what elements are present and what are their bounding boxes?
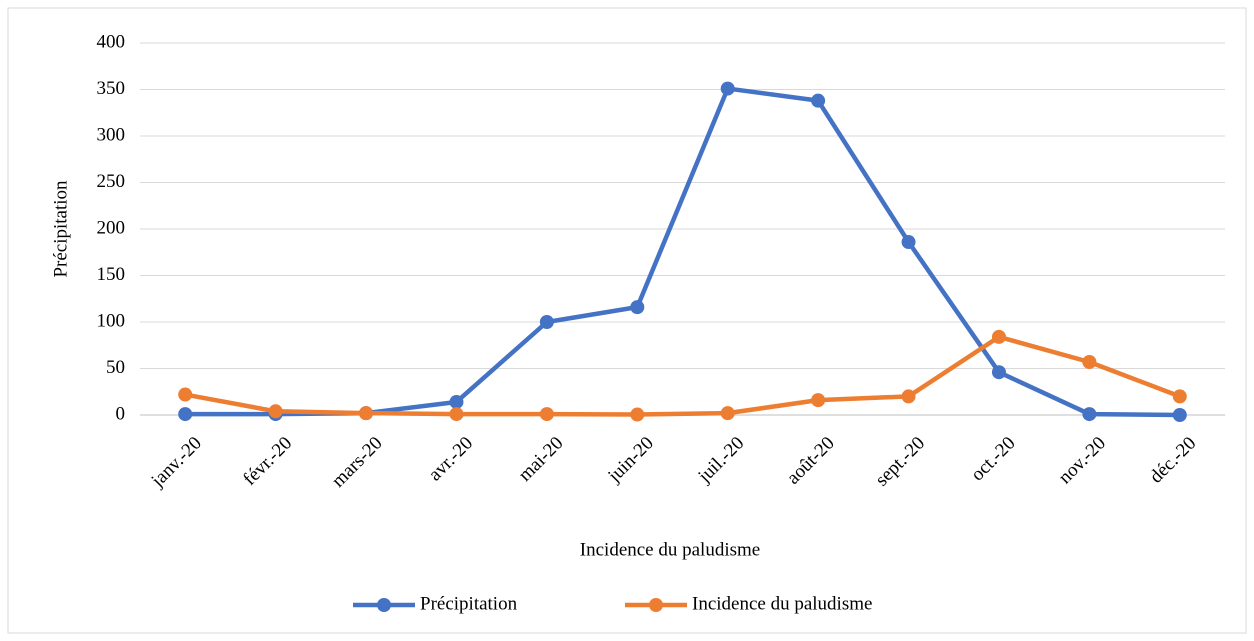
point [178, 407, 193, 422]
series-line [184, 334, 1181, 417]
point [991, 329, 1006, 344]
y-tick-label: 400 [97, 31, 126, 52]
point [720, 406, 735, 421]
point [178, 387, 193, 402]
point [991, 365, 1006, 380]
point [811, 393, 826, 408]
chart-border [7, 7, 1247, 634]
y-tick-label: 50 [106, 357, 125, 378]
legend-marker [649, 598, 663, 612]
point [901, 235, 916, 250]
y-axis-title: Précipitation [50, 180, 71, 278]
y-tick-label: 100 [97, 310, 126, 331]
point [630, 407, 645, 422]
point [268, 404, 283, 419]
y-tick-label: 350 [97, 78, 126, 99]
point [1082, 354, 1097, 369]
point [449, 407, 464, 422]
x-axis-title: Incidence du paludisme [580, 539, 760, 560]
point [539, 407, 554, 422]
point [720, 81, 735, 96]
point [449, 394, 464, 409]
point [539, 315, 554, 329]
legend-label: Précipitation [420, 593, 518, 614]
y-tick-label: 200 [97, 217, 126, 238]
y-tick-label: 250 [97, 171, 126, 192]
point [359, 406, 374, 421]
y-tick-label: 300 [97, 124, 126, 145]
legend-label: Incidence du paludisme [692, 593, 872, 614]
point [1172, 389, 1187, 404]
legend-marker [377, 598, 391, 612]
point [901, 389, 916, 404]
point [1082, 407, 1097, 422]
point [1172, 408, 1187, 422]
point [630, 300, 645, 315]
y-tick-label: 0 [116, 403, 126, 424]
point [811, 93, 826, 108]
y-tick-label: 150 [97, 264, 126, 285]
